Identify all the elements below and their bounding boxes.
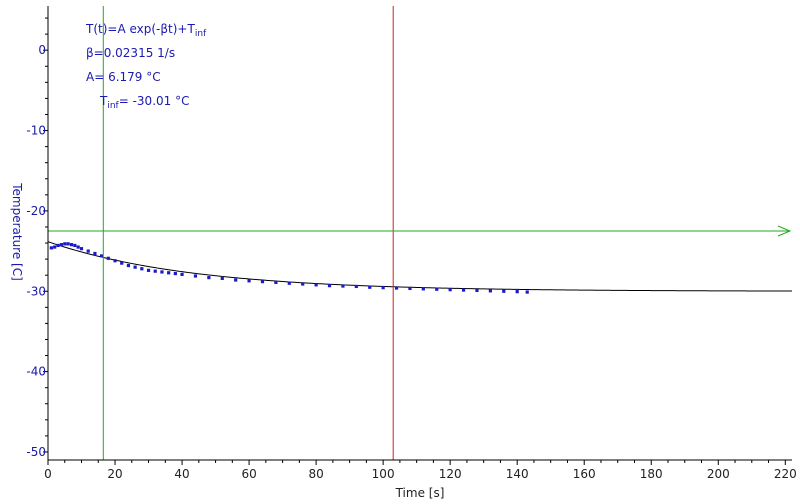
data-point (146, 268, 151, 272)
data-point (488, 289, 492, 293)
data-point (193, 274, 198, 278)
annotation-tinf: Tinf= -30.01 °C (99, 94, 189, 111)
y-tick-label: -20 (26, 204, 46, 218)
data-point (56, 243, 60, 248)
annotation-amplitude: A= 6.179 °C (86, 70, 161, 84)
data-point (153, 269, 157, 273)
data-point (126, 263, 131, 268)
data-point (515, 290, 519, 294)
data-point (59, 243, 64, 247)
data-point (234, 278, 238, 282)
data-point (394, 286, 399, 290)
data-point (327, 284, 332, 288)
annotation-beta: β=0.02315 1/s (86, 46, 175, 60)
data-point (475, 288, 479, 293)
data-point (173, 271, 177, 276)
y-axis-title: Temperature [C] (10, 182, 24, 281)
x-tick-label: 180 (640, 467, 663, 481)
data-point (113, 259, 117, 263)
data-point (368, 285, 372, 289)
data-point (133, 265, 137, 269)
data-point (435, 287, 439, 291)
data-point (287, 281, 291, 285)
x-tick-label: 80 (308, 467, 323, 481)
x-tick-label: 120 (439, 467, 462, 481)
data-point (525, 290, 529, 294)
data-point (73, 243, 77, 248)
data-point (247, 279, 251, 283)
x-tick-label: 220 (774, 467, 797, 481)
y-tick-label: -10 (26, 124, 46, 138)
data-point (314, 283, 318, 287)
data-point (301, 282, 305, 286)
data-point (341, 284, 345, 288)
data-point (53, 245, 57, 249)
data-point (448, 288, 452, 292)
data-point (502, 289, 506, 293)
data-point (140, 267, 144, 271)
data-point (274, 280, 278, 285)
axes: 0 20 40 60 80 100 120 140 160 180 200 220 0 -10 -20 -30… (26, 6, 797, 481)
data-point (63, 242, 67, 246)
data-point (76, 245, 80, 249)
x-tick-label: 20 (107, 467, 122, 481)
y-tick-label: 0 (38, 43, 46, 57)
data-point (461, 288, 466, 292)
plot-area (47, 6, 793, 460)
data-point (79, 247, 84, 251)
y-tick-label: -50 (26, 445, 46, 459)
x-axis-title: Time [s] (395, 486, 445, 500)
x-tick-label: 160 (573, 467, 596, 481)
data-point (381, 286, 385, 290)
data-point (86, 249, 90, 253)
fit-annotation: T(t)=A exp(-βt)+Tinf β=0.02315 1/s A= 6.… (85, 22, 207, 111)
data-point (106, 256, 110, 260)
data-point (66, 242, 70, 246)
cursor-arrowhead (777, 225, 792, 237)
data-point (207, 276, 211, 280)
fit-curve-line (47, 241, 793, 292)
data-point (167, 271, 171, 275)
x-tick-label: 200 (707, 467, 730, 481)
data-point (180, 272, 184, 276)
data-point (421, 287, 425, 291)
data-point (69, 243, 74, 247)
x-tick-label: 140 (506, 467, 529, 481)
data-point (49, 246, 53, 250)
data-point (120, 261, 124, 265)
data-point (260, 280, 265, 284)
x-tick-label: 40 (174, 467, 189, 481)
x-tick-label: 0 (44, 467, 52, 481)
y-tick-label: -40 (26, 365, 46, 379)
data-point (354, 284, 358, 289)
data-point (160, 270, 164, 274)
data-point (408, 286, 412, 291)
y-tick-label: -30 (26, 284, 46, 298)
data-point (100, 254, 104, 258)
x-tick-label: 100 (372, 467, 395, 481)
data-point (93, 251, 97, 256)
data-point (220, 276, 224, 280)
x-tick-label: 60 (241, 467, 256, 481)
annotation-formula: T(t)=A exp(-βt)+Tinf (85, 22, 207, 39)
